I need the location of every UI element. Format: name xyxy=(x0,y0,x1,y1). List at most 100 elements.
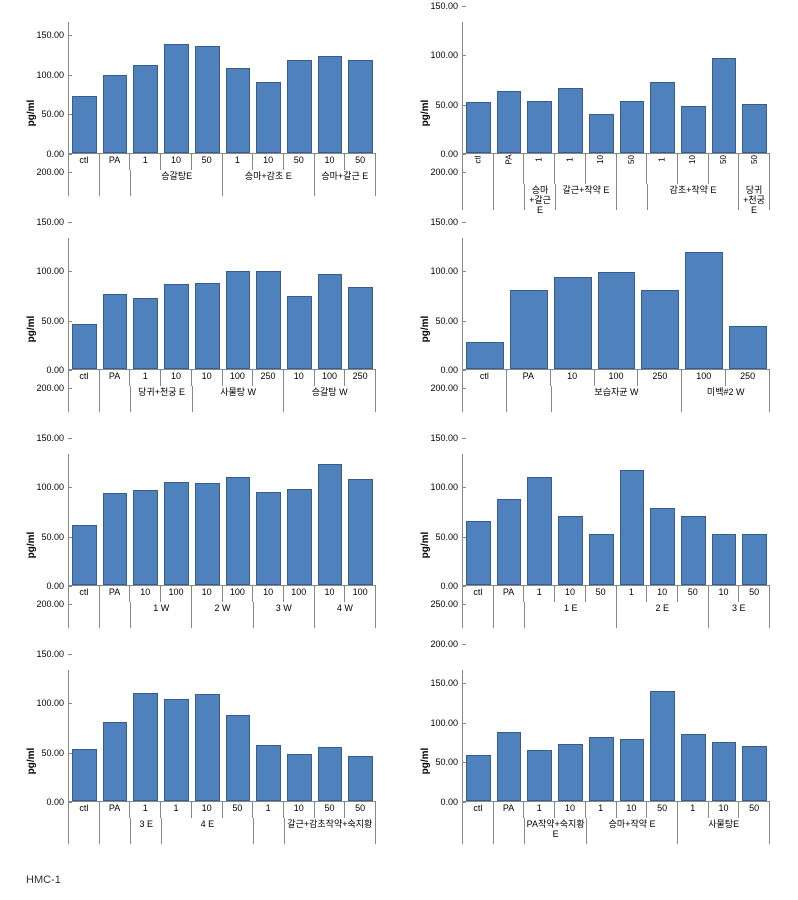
y-tick: 200.00 xyxy=(414,639,462,649)
x-group-label: 3 W xyxy=(253,602,314,628)
x-tick-label: 50 xyxy=(585,586,616,602)
bars-container xyxy=(463,454,770,585)
x-group-label xyxy=(462,386,506,412)
x-axis: ctlPA10100250100250보습자균 W미백#2 W xyxy=(462,370,770,428)
bar xyxy=(348,60,373,153)
bar xyxy=(133,693,158,801)
x-tick-label: 1 xyxy=(554,154,585,184)
y-tick: 50.00 xyxy=(20,532,68,542)
x-group-label xyxy=(99,386,130,412)
x-tick-label: 1 xyxy=(222,154,253,170)
bars-container xyxy=(69,238,376,369)
chart-3: pg/ml0.0050.00100.00150.00200.00ctlPA110… xyxy=(20,230,384,428)
x-tick-label: 10 xyxy=(252,154,283,170)
x-group-label xyxy=(68,602,99,628)
plot-area xyxy=(462,670,770,802)
bar xyxy=(256,82,281,153)
x-tick-label: 50 xyxy=(738,154,770,184)
bar xyxy=(527,750,552,801)
bar xyxy=(133,490,158,585)
y-tick: 0.00 xyxy=(414,149,462,159)
x-tick-label: 1 xyxy=(523,802,554,818)
bar xyxy=(287,754,312,801)
bars-container xyxy=(69,454,376,585)
x-tick-label: 100 xyxy=(160,586,191,602)
x-tick-label: 1 xyxy=(523,586,554,602)
x-group-label: 4 E xyxy=(161,818,252,844)
x-tick-label: 1 xyxy=(677,802,708,818)
bar xyxy=(558,88,583,154)
x-tick-label: 1 xyxy=(616,586,647,602)
y-tick: 50.00 xyxy=(20,748,68,758)
y-tick: 0.00 xyxy=(20,797,68,807)
x-group-label: 사물탕 W xyxy=(192,386,284,412)
y-tick: 50.00 xyxy=(414,532,462,542)
x-tick-label: 100 xyxy=(222,370,253,386)
bar xyxy=(681,516,706,585)
x-tick-label: PA xyxy=(506,370,550,386)
x-tick-label: PA xyxy=(99,370,130,386)
chart-2: pg/ml0.0050.00100.00150.00200.00ctlPA111… xyxy=(414,14,778,212)
bar xyxy=(226,271,251,369)
x-group-label: 보습자균 W xyxy=(551,386,682,412)
x-group-label: 사물탕E xyxy=(677,818,770,844)
bar xyxy=(685,252,723,369)
bar xyxy=(712,58,737,153)
x-group-label xyxy=(506,386,550,412)
bar xyxy=(620,739,645,801)
x-axis: ctlPA11105011050503 E4 E갈근+감초작약+숙지황 xyxy=(68,802,376,860)
bar xyxy=(742,534,767,585)
x-group-label xyxy=(99,602,130,628)
x-tick-label: ctl xyxy=(462,370,506,386)
bar xyxy=(287,60,312,153)
x-group-label xyxy=(462,818,493,844)
x-group-label: 승마+작약 E xyxy=(586,818,678,844)
y-tick: 0.00 xyxy=(20,365,68,375)
bar xyxy=(620,470,645,585)
y-tick: 50.00 xyxy=(414,100,462,110)
y-tick: 150.00 xyxy=(20,433,68,443)
x-tick-label: 50 xyxy=(708,154,739,184)
bar xyxy=(650,508,675,585)
bar xyxy=(287,296,312,369)
y-tick: 0.00 xyxy=(414,797,462,807)
bar xyxy=(466,342,504,370)
x-tick-label: 50 xyxy=(677,586,708,602)
bar xyxy=(164,284,189,369)
x-tick-label: 50 xyxy=(616,154,647,184)
bars-container xyxy=(69,670,376,801)
bar xyxy=(742,104,767,153)
bar xyxy=(164,44,189,153)
bar xyxy=(466,755,491,801)
x-tick-label: 10 xyxy=(554,802,585,818)
x-group-label xyxy=(616,184,647,210)
x-tick-label: 50 xyxy=(344,154,376,170)
x-tick-label: 1 xyxy=(160,802,191,818)
x-tick-label: 100 xyxy=(594,370,638,386)
y-tick: 100.00 xyxy=(414,50,462,60)
x-tick-label: PA xyxy=(99,802,130,818)
y-tick: 150.00 xyxy=(20,30,68,40)
bar xyxy=(558,516,583,585)
bar xyxy=(348,287,373,369)
bar xyxy=(466,102,491,153)
y-tick: 150.00 xyxy=(414,217,462,227)
bar xyxy=(742,746,767,801)
bar xyxy=(497,499,522,585)
x-tick-label: PA xyxy=(493,154,524,184)
x-tick-label: 50 xyxy=(191,154,222,170)
bar xyxy=(348,756,373,801)
bar xyxy=(164,699,189,801)
x-tick-label: 10 xyxy=(129,586,160,602)
x-group-label: 미백#2 W xyxy=(681,386,770,412)
x-group-label xyxy=(493,818,524,844)
bar xyxy=(497,91,522,153)
bar xyxy=(72,525,97,585)
x-tick-label: 50 xyxy=(222,802,253,818)
chart-8: pg/ml0.0050.00100.00150.00200.00250.00ct… xyxy=(414,662,778,860)
x-tick-label: 10 xyxy=(314,586,345,602)
bar xyxy=(527,477,552,585)
x-tick-label: 10 xyxy=(283,370,314,386)
chart-4: pg/ml0.0050.00100.00150.00200.00ctlPA101… xyxy=(414,230,778,428)
bar xyxy=(554,277,592,369)
